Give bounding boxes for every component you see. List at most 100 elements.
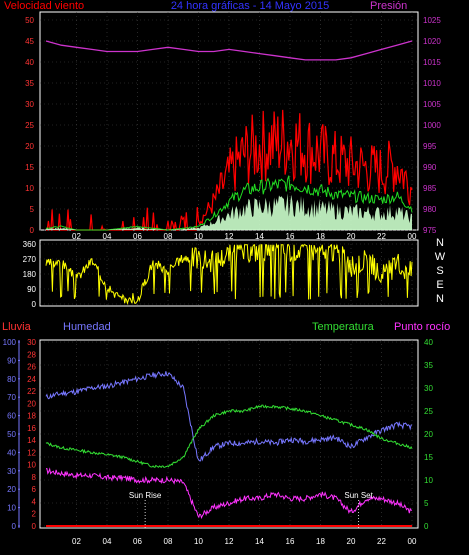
x-tick-label: 18 — [316, 537, 325, 546]
dewpoint-line — [45, 467, 413, 520]
x-tick-label: 00 — [408, 232, 417, 241]
x-tick-label: 08 — [164, 537, 173, 546]
sunset-label: Sun Set — [344, 491, 373, 500]
x-tick-label: 16 — [286, 537, 295, 546]
y-tick-label: 20 — [25, 142, 34, 151]
x-tick-label: 10 — [194, 537, 203, 546]
humidity-tick-label: 10 — [7, 504, 16, 513]
rain-tick-label: 2 — [32, 510, 37, 519]
x-tick-label: 20 — [347, 232, 356, 241]
y-tick-label: 90 — [27, 285, 36, 294]
humidity-tick-label: 90 — [7, 356, 16, 365]
rain-tick-label: 14 — [27, 436, 36, 445]
rain-tick-label: 24 — [27, 375, 36, 384]
y-tick-label: 5 — [30, 205, 35, 214]
temperature-tick-label: 25 — [424, 407, 433, 416]
humidity-tick-label: 100 — [3, 338, 17, 347]
y-tick-label: 995 — [423, 142, 437, 151]
left-axis-label: Velocidad viento — [4, 0, 84, 12]
x-tick-label: 16 — [286, 232, 295, 241]
x-tick-label: 12 — [225, 232, 234, 241]
rain-tick-label: 6 — [32, 485, 37, 494]
y-tick-label: 30 — [25, 100, 34, 109]
chart-title: 24 hora gráficas - 14 Mayo 2015 — [171, 0, 329, 12]
rain-tick-label: 16 — [27, 424, 36, 433]
humidity-tick-label: 40 — [7, 448, 16, 457]
temperature-tick-label: 10 — [424, 476, 433, 485]
y-tick-label: 1020 — [423, 37, 441, 46]
x-tick-label: 06 — [133, 232, 142, 241]
y-tick-label: 40 — [25, 58, 34, 67]
wind-pressure-panel: 24 hora gráficas - 14 Mayo 2015 Velocida… — [4, 0, 441, 241]
y-tick-label: 1015 — [423, 58, 441, 67]
rain-tick-label: 8 — [32, 473, 37, 482]
y-tick-label: 990 — [423, 163, 437, 172]
y-tick-label: 0 — [30, 226, 35, 235]
humidity-temperature-panel: Lluvia Humedad Temperatura Punto rocío 0… — [2, 321, 450, 546]
dewpoint-axis-label: Punto rocío — [394, 321, 450, 333]
compass-label: S — [436, 265, 443, 277]
y-tick-label: 0 — [32, 300, 37, 309]
rain-tick-label: 12 — [27, 448, 36, 457]
y-tick-label: 1010 — [423, 79, 441, 88]
temperature-tick-label: 5 — [424, 499, 429, 508]
x-tick-label: 04 — [103, 232, 112, 241]
humidity-line — [45, 371, 413, 462]
x-tick-label: 06 — [133, 537, 142, 546]
y-tick-label: 980 — [423, 205, 437, 214]
humidity-tick-label: 60 — [7, 412, 16, 421]
x-tick-label: 22 — [377, 537, 386, 546]
rain-tick-label: 22 — [27, 387, 36, 396]
rain-tick-label: 10 — [27, 461, 36, 470]
y-tick-label: 10 — [25, 184, 34, 193]
x-tick-label: 14 — [255, 537, 264, 546]
rain-tick-label: 18 — [27, 412, 36, 421]
rain-axis-label: Lluvia — [2, 321, 32, 333]
rain-tick-label: 30 — [27, 338, 36, 347]
temperature-tick-label: 20 — [424, 430, 433, 439]
temperature-line — [45, 404, 413, 469]
y-tick-label: 1000 — [423, 121, 441, 130]
humidity-axis-label: Humedad — [63, 321, 111, 333]
x-tick-label: 10 — [194, 232, 203, 241]
x-tick-label: 00 — [408, 537, 417, 546]
temperature-tick-label: 30 — [424, 384, 433, 393]
x-tick-label: 20 — [347, 537, 356, 546]
temperature-tick-label: 40 — [424, 338, 433, 347]
x-tick-label: 04 — [103, 537, 112, 546]
x-tick-label: 02 — [72, 537, 81, 546]
y-tick-label: 270 — [23, 255, 37, 264]
x-tick-label: 02 — [72, 232, 81, 241]
y-tick-label: 35 — [25, 79, 34, 88]
right-axis-label: Presión — [370, 0, 407, 12]
humidity-tick-label: 30 — [7, 467, 16, 476]
rain-tick-label: 20 — [27, 399, 36, 408]
x-tick-label: 18 — [316, 232, 325, 241]
y-tick-label: 45 — [25, 37, 34, 46]
y-tick-label: 1025 — [423, 16, 441, 25]
temperature-tick-label: 15 — [424, 453, 433, 462]
rain-tick-label: 26 — [27, 363, 36, 372]
x-tick-label: 08 — [164, 232, 173, 241]
y-tick-label: 985 — [423, 184, 437, 193]
rain-tick-label: 4 — [32, 497, 37, 506]
wind-direction-line — [45, 242, 413, 305]
temperature-tick-label: 0 — [424, 522, 429, 531]
temperature-axis-label: Temperatura — [312, 321, 375, 333]
pressure-line — [45, 40, 413, 61]
rain-tick-label: 28 — [27, 350, 36, 359]
sunrise-label: Sun Rise — [129, 491, 162, 500]
y-tick-label: 15 — [25, 163, 34, 172]
y-tick-label: 25 — [25, 121, 34, 130]
x-tick-label: 12 — [225, 537, 234, 546]
y-tick-label: 50 — [25, 16, 34, 25]
compass-label: N — [436, 237, 444, 249]
compass-label: N — [436, 293, 444, 305]
y-tick-label: 975 — [423, 226, 437, 235]
x-tick-label: 22 — [377, 232, 386, 241]
y-tick-label: 1005 — [423, 100, 441, 109]
temperature-tick-label: 35 — [424, 361, 433, 370]
humidity-tick-label: 50 — [7, 430, 16, 439]
